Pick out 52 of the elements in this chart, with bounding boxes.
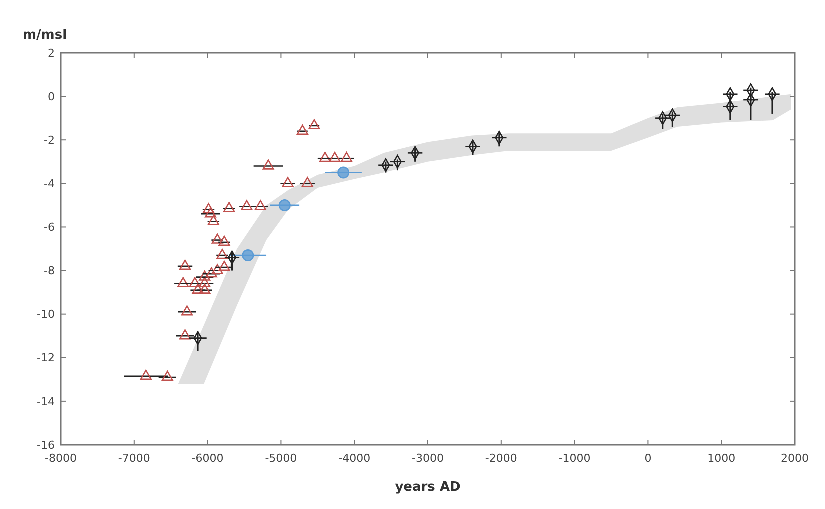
x-tick-label: -2000 — [485, 452, 518, 465]
y-tick-label: 0 — [48, 90, 55, 104]
point — [212, 264, 224, 274]
point — [199, 284, 211, 294]
point — [218, 260, 230, 272]
x-tick-label: 2000 — [781, 452, 809, 465]
point — [180, 260, 192, 270]
y-tick-label: -12 — [37, 352, 55, 365]
point — [296, 124, 308, 135]
point — [278, 199, 291, 212]
point — [338, 166, 350, 179]
x-tick-label: -4000 — [338, 452, 371, 465]
point — [204, 208, 216, 218]
point — [182, 306, 193, 316]
point — [140, 370, 152, 380]
point — [189, 277, 201, 288]
point — [203, 203, 214, 214]
y-tick-label: -2 — [44, 134, 55, 147]
point — [218, 236, 230, 246]
y-tick-label: 2 — [48, 46, 55, 60]
point — [199, 270, 211, 281]
point — [224, 202, 236, 212]
point — [308, 119, 320, 130]
x-tick-label: 0 — [644, 452, 652, 465]
point — [208, 215, 220, 226]
x-tick-label: -3000 — [412, 452, 444, 465]
point — [282, 177, 294, 188]
point — [178, 277, 190, 288]
point — [319, 152, 331, 162]
point — [192, 284, 204, 294]
point — [302, 177, 314, 188]
x-tick-label: -7000 — [118, 452, 150, 465]
y-tick-label: -14 — [37, 395, 55, 408]
point — [180, 330, 192, 340]
y-tick-label: -4 — [44, 178, 55, 191]
y-tick-label: -10 — [37, 308, 55, 322]
point — [262, 160, 274, 170]
x-axis-title: years AD — [395, 480, 461, 495]
y-tick-label: -6 — [44, 221, 55, 234]
point — [212, 234, 224, 244]
x-tick-label: -8000 — [45, 452, 77, 465]
point — [162, 370, 174, 382]
point — [199, 277, 211, 288]
y-axis-title: m/msl — [23, 28, 68, 43]
y-tick-label: -8 — [44, 264, 55, 278]
point — [206, 268, 218, 278]
point — [216, 248, 228, 260]
y-tick-label: -16 — [37, 438, 55, 452]
x-tick-label: -1000 — [558, 452, 591, 465]
x-tick-label: 1000 — [708, 452, 736, 465]
x-tick-label: -5000 — [265, 452, 298, 465]
x-tick-label: -6000 — [192, 452, 224, 465]
